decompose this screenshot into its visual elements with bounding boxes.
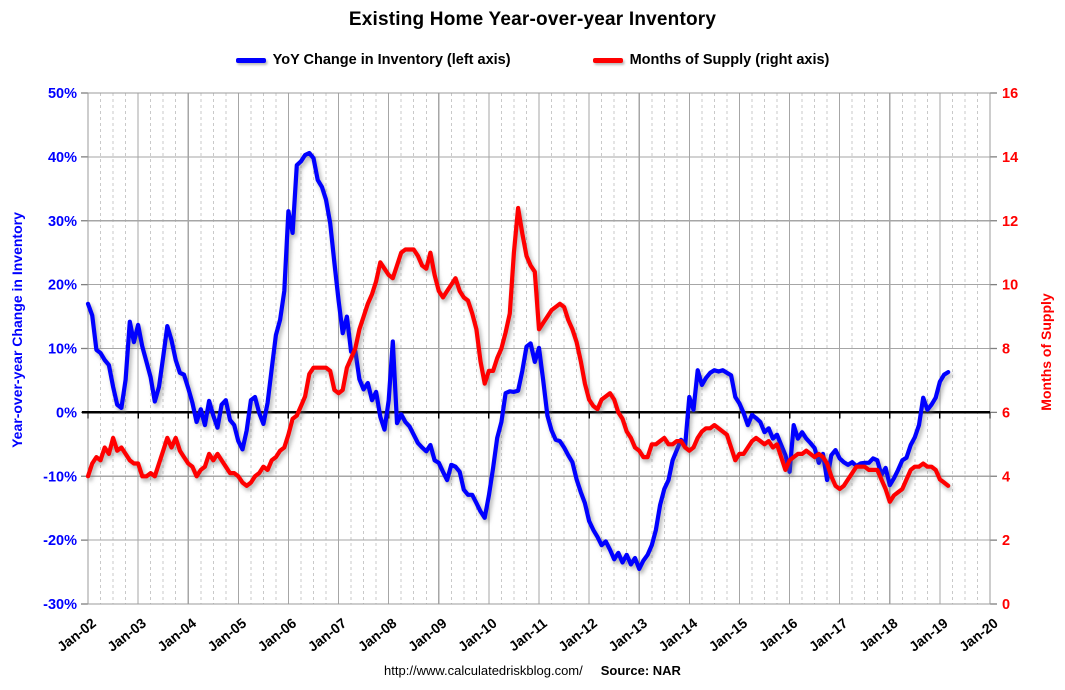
x-axis-tick-label: Jan-12 [555,615,600,655]
legend-label: Months of Supply (right axis) [629,52,830,68]
legend: YoY Change in Inventory (left axis) Mont… [0,52,1065,68]
left-axis-title: Year-over-year Change in Inventory [9,212,25,448]
x-axis-tick-label: Jan-09 [405,615,450,655]
x-axis-tick-label: Jan-13 [605,615,650,655]
legend-label: YoY Change in Inventory (left axis) [272,52,511,68]
right-axis-tick-label: 8 [1002,342,1010,358]
right-axis-tick-label: 2 [1002,533,1010,549]
right-axis-tick-label: 4 [1002,469,1010,485]
legend-item-months-supply: Months of Supply (right axis) [592,52,830,68]
footer-source: Source: NAR [600,663,681,678]
x-axis-tick-label: Jan-11 [506,615,550,655]
left-axis-tick-label: 50% [48,86,77,102]
footer-url: http://www.calculatedriskblog.com/ [384,663,583,678]
left-axis-tick-label: 0% [56,405,77,421]
x-axis-tick-label: Jan-16 [756,615,801,655]
footer: http://www.calculatedriskblog.com/Source… [0,663,1065,678]
chart-title: Existing Home Year-over-year Inventory [348,9,717,30]
x-axis-tick-label: Jan-18 [856,615,901,655]
x-axis-tick-label: Jan-20 [956,615,1001,655]
left-axis-tick-label: 10% [48,342,77,358]
months-of-supply-line [85,205,951,504]
x-axis-tick-label: Jan-07 [305,615,350,655]
left-axis-tick-label: -30% [43,597,77,613]
right-axis-tick-label: 6 [1002,405,1010,421]
x-axis-tick-label: Jan-15 [705,615,750,655]
left-axis-tick-label: -10% [43,469,77,485]
left-axis-tick-label: 20% [48,278,77,294]
right-axis-title: Months of Supply [1038,293,1054,411]
right-axis-tick-label: 10 [1002,278,1018,294]
x-axis-tick-label: Jan-14 [655,615,700,655]
x-axis-tick-label: Jan-04 [154,615,199,655]
left-axis-tick-label: -20% [43,533,77,549]
x-axis-tick-label: Jan-03 [104,615,149,655]
x-axis-tick-label: Jan-02 [54,615,99,655]
x-axis-tick-label: Jan-05 [204,615,249,655]
right-axis-tick-label: 16 [1002,86,1018,102]
x-axis-tick-label: Jan-17 [806,615,851,655]
right-axis-tick-label: 14 [1002,150,1018,166]
legend-swatch-blue-line [235,57,266,63]
right-axis-tick-label: 0 [1002,597,1010,613]
x-axis-tick-label: Jan-06 [254,615,299,655]
x-axis-tick-label: Jan-19 [906,615,951,655]
left-axis-tick-label: 30% [48,214,77,230]
yoy-inventory-line [85,150,951,571]
x-axis-tick-label: Jan-10 [455,615,500,655]
x-axis-tick-label: Jan-08 [355,615,400,655]
left-axis-tick-label: 40% [48,150,77,166]
legend-item-yoy: YoY Change in Inventory (left axis) [235,52,511,68]
legend-swatch-red-line [592,57,623,63]
right-axis-tick-label: 12 [1002,214,1018,230]
